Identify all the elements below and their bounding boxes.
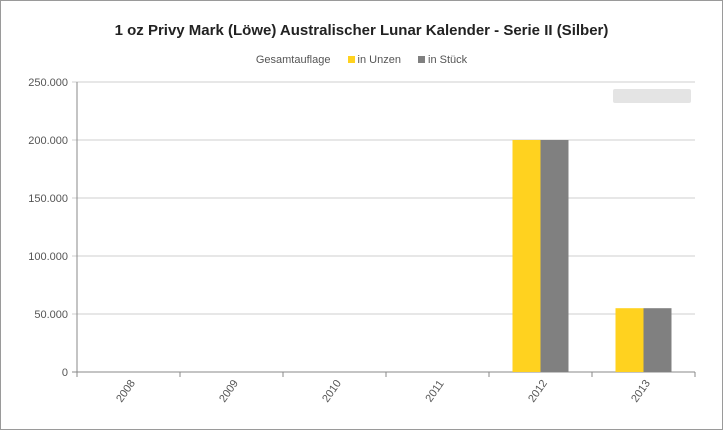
legend-swatch-unzen — [347, 56, 355, 63]
legend-item-stueck: in Stück — [418, 54, 467, 66]
x-tick-label: 2008 — [114, 378, 138, 405]
bar — [540, 140, 569, 372]
x-tick-label: 2010 — [320, 378, 344, 405]
bar — [615, 308, 644, 372]
x-tick-label: 2013 — [629, 378, 653, 405]
x-tick-label: 2009 — [217, 378, 241, 405]
y-tick-label: 250.000 — [28, 77, 68, 89]
watermark-logo — [613, 89, 691, 103]
legend-title: Gesamtauflage — [255, 54, 331, 66]
y-tick-label: 100.000 — [28, 251, 68, 263]
x-tick-label: 2012 — [526, 378, 550, 405]
legend-swatch-stueck — [418, 56, 425, 63]
legend-item-unzen: in Unzen — [347, 54, 401, 66]
x-tick-label: 2011 — [423, 378, 446, 404]
chart-title: 1 oz Privy Mark (Löwe) Australischer Lun… — [114, 22, 609, 39]
legend-label-stueck: in Stück — [428, 54, 468, 66]
y-tick-label: 0 — [62, 367, 68, 379]
y-tick-label: 150.000 — [28, 193, 68, 205]
chart-legend: Gesamtauflage in Unzen in Stück — [1, 54, 722, 66]
y-tick-label: 200.000 — [28, 135, 68, 147]
bar — [643, 308, 672, 372]
legend-label-unzen: in Unzen — [357, 54, 401, 66]
bar — [512, 140, 541, 372]
y-tick-label: 50.000 — [34, 309, 68, 321]
